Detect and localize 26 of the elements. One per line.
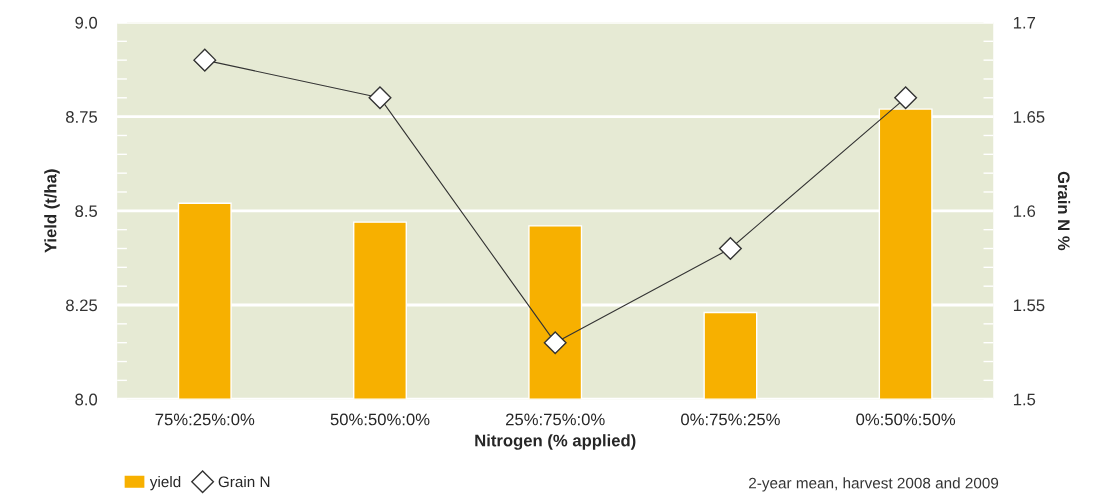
- point: [543, 331, 567, 355]
- x-axis-title: Nitrogen (% applied): [475, 434, 636, 450]
- y-tick-label: 9.0: [75, 16, 98, 29]
- y2-tick-label: 1.7: [1013, 17, 1036, 29]
- y-tick-label: 8.5: [75, 205, 98, 218]
- legend-label: Grain N: [218, 476, 270, 488]
- point: [368, 86, 392, 110]
- y2-tick-label: 1.5: [1013, 393, 1036, 406]
- point: [718, 237, 742, 260]
- y-tick-label: 8.0: [75, 393, 98, 406]
- y-tick-label: 8.75: [66, 111, 98, 123]
- y2-axis-title: Grain N %: [1057, 171, 1071, 251]
- y-tick-label: 8.25: [66, 299, 98, 312]
- y2-tick-label: 1.6: [1013, 205, 1036, 218]
- legend-label: yield: [149, 476, 181, 491]
- x-tick-label: 25%:75%:0%: [506, 413, 605, 426]
- y2-tick-label: 1.65: [1013, 111, 1045, 123]
- point: [894, 86, 918, 110]
- y-axis-title: Yield (t/ha): [44, 169, 60, 253]
- x-tick-label: 50%:50%:0%: [330, 413, 430, 426]
- x-tick-label: 0%:50%:50%: [856, 413, 956, 426]
- text: 2-year mean, harvest 2008 and 2009: [749, 477, 999, 492]
- point: [193, 48, 217, 72]
- x-tick-label: 0%:75%:25%: [681, 413, 780, 426]
- y2-tick-label: 1.55: [1013, 299, 1045, 312]
- x-tick-label: 75%:25%:0%: [155, 413, 255, 426]
